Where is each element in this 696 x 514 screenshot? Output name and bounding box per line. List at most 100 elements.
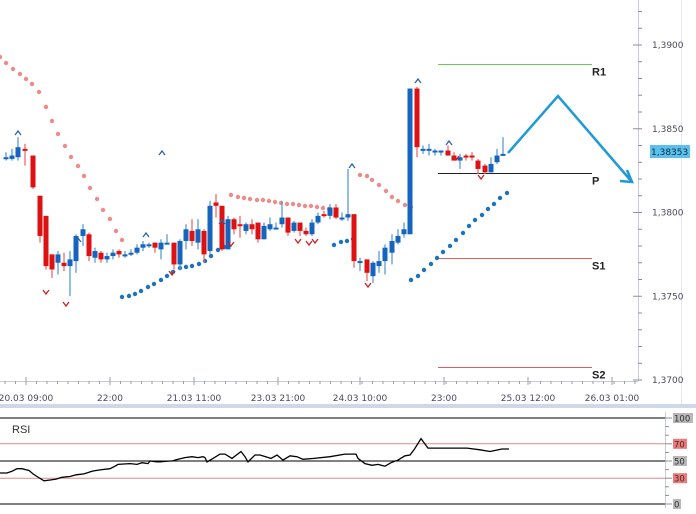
price-axis[interactable]: 1,3900 1,3850 1,3800 1,3750 1,3700 <box>633 11 684 387</box>
candle <box>49 254 55 270</box>
candle <box>432 150 438 153</box>
candle <box>389 240 395 253</box>
candle <box>9 155 15 159</box>
fractal-down-icon <box>62 301 70 308</box>
candle <box>73 235 79 262</box>
candle <box>249 224 255 230</box>
fractal-down-icon <box>42 289 50 296</box>
candle <box>225 219 231 250</box>
price-tick-label: 1,3850 <box>652 125 684 135</box>
candle <box>426 148 432 151</box>
forecast-arrow <box>507 94 634 184</box>
time-tick-label: 24.03 10:00 <box>333 394 388 404</box>
candle <box>407 88 413 235</box>
candle <box>140 244 146 248</box>
fractal-markers <box>14 77 485 308</box>
time-tick-label: 26.03 01:00 <box>585 394 640 404</box>
time-tick-label: 22:00 <box>97 394 123 404</box>
fractal-down-icon <box>364 282 372 289</box>
time-tick-label: 23:00 <box>431 394 457 404</box>
candle <box>370 262 376 277</box>
fractal-up-icon <box>348 162 356 169</box>
candle <box>243 224 249 231</box>
rsi-line <box>0 437 509 482</box>
parabolic-sar <box>0 54 510 300</box>
candle <box>457 157 463 161</box>
fractal-down-icon <box>477 174 485 181</box>
candle <box>55 254 61 263</box>
candle <box>116 251 122 255</box>
fractal-down-icon <box>227 241 235 248</box>
pivot-label-s1: S1 <box>592 261 605 273</box>
candle <box>488 163 494 173</box>
candle <box>189 230 195 241</box>
candle <box>420 148 426 151</box>
candle <box>339 217 345 220</box>
candle <box>134 247 140 253</box>
fractal-up-icon <box>218 218 226 225</box>
pane-separator[interactable] <box>0 404 696 408</box>
candle <box>201 230 207 255</box>
rsi-axis[interactable]: 100 70 50 30 0 <box>665 413 693 511</box>
candle <box>22 148 28 151</box>
candle <box>303 230 309 235</box>
candle <box>364 259 370 273</box>
candle <box>43 215 49 267</box>
candle <box>500 153 506 156</box>
candle <box>15 147 21 158</box>
candle <box>351 214 357 262</box>
fractal-up-icon <box>142 231 150 238</box>
rsi-tick-label: 50 <box>674 458 685 468</box>
candle <box>345 214 351 218</box>
candle <box>195 229 201 243</box>
candle <box>152 242 158 248</box>
svg-text:1,38353: 1,38353 <box>651 148 688 158</box>
candle <box>146 244 152 247</box>
time-tick-label: 25.03 12:00 <box>501 394 556 404</box>
fractal-down-icon <box>305 240 313 247</box>
pivot-levels: R1 P S1 S2 <box>438 64 606 382</box>
pivot-label-r1: R1 <box>592 67 606 79</box>
price-tick-label: 1,3700 <box>652 376 684 386</box>
time-tick-label: 23.03 21:00 <box>251 394 306 404</box>
rsi-tick-label: 70 <box>674 440 685 450</box>
candle <box>401 229 407 235</box>
candle <box>30 155 36 188</box>
candle <box>183 229 189 241</box>
candle <box>285 217 291 233</box>
candle <box>309 222 315 235</box>
candle <box>395 235 401 243</box>
fractal-up-icon <box>445 139 453 146</box>
candle <box>92 251 98 258</box>
rsi-title: RSI <box>12 424 30 436</box>
fractal-down-icon <box>294 238 302 245</box>
candle <box>357 261 363 264</box>
candle <box>37 195 43 236</box>
candle <box>475 160 481 169</box>
candle <box>297 222 303 231</box>
candle <box>219 205 225 250</box>
arrow-head-icon <box>619 169 634 184</box>
candle <box>494 155 500 163</box>
candle <box>231 219 237 230</box>
candle <box>482 165 488 173</box>
price-tick-label: 1,3750 <box>652 292 684 302</box>
candle <box>327 207 333 216</box>
candle <box>110 252 116 257</box>
time-tick-label: 21.03 11:00 <box>167 394 222 404</box>
pivot-label-s2: S2 <box>592 370 605 382</box>
candlestick-series <box>3 86 506 297</box>
candle <box>463 155 469 158</box>
candle <box>177 240 183 265</box>
candle <box>164 242 170 245</box>
candle <box>104 256 110 260</box>
candle <box>255 222 261 240</box>
candle <box>414 88 420 148</box>
candle <box>291 222 297 231</box>
fractal-up-icon <box>14 129 22 136</box>
candle <box>438 150 444 153</box>
time-axis[interactable]: 20.03 09:00 22:00 21.03 11:00 23.03 21:00 24… <box>0 377 640 404</box>
price-tick-label: 1,3900 <box>652 41 684 51</box>
